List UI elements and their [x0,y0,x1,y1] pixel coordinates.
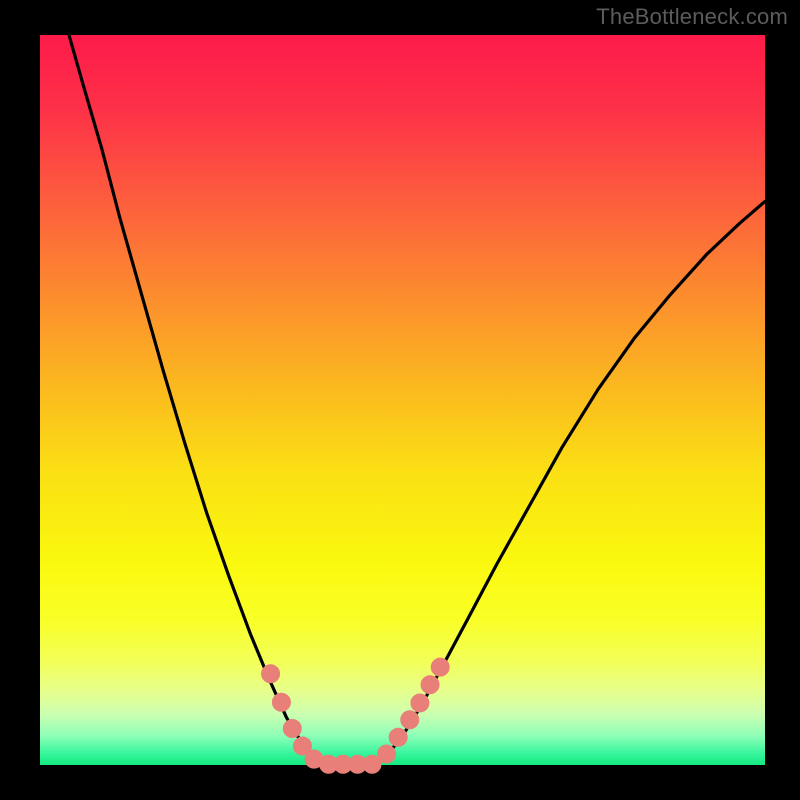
plot-background [40,35,765,765]
marker-point [411,694,429,712]
chart-stage: TheBottleneck.com [0,0,800,800]
bottleneck-chart [0,0,800,800]
marker-point [262,665,280,683]
marker-point [389,728,407,746]
marker-point [378,745,396,763]
marker-point [401,711,419,729]
marker-point [421,676,439,694]
marker-point [272,693,290,711]
marker-point [283,720,301,738]
marker-point [431,658,449,676]
